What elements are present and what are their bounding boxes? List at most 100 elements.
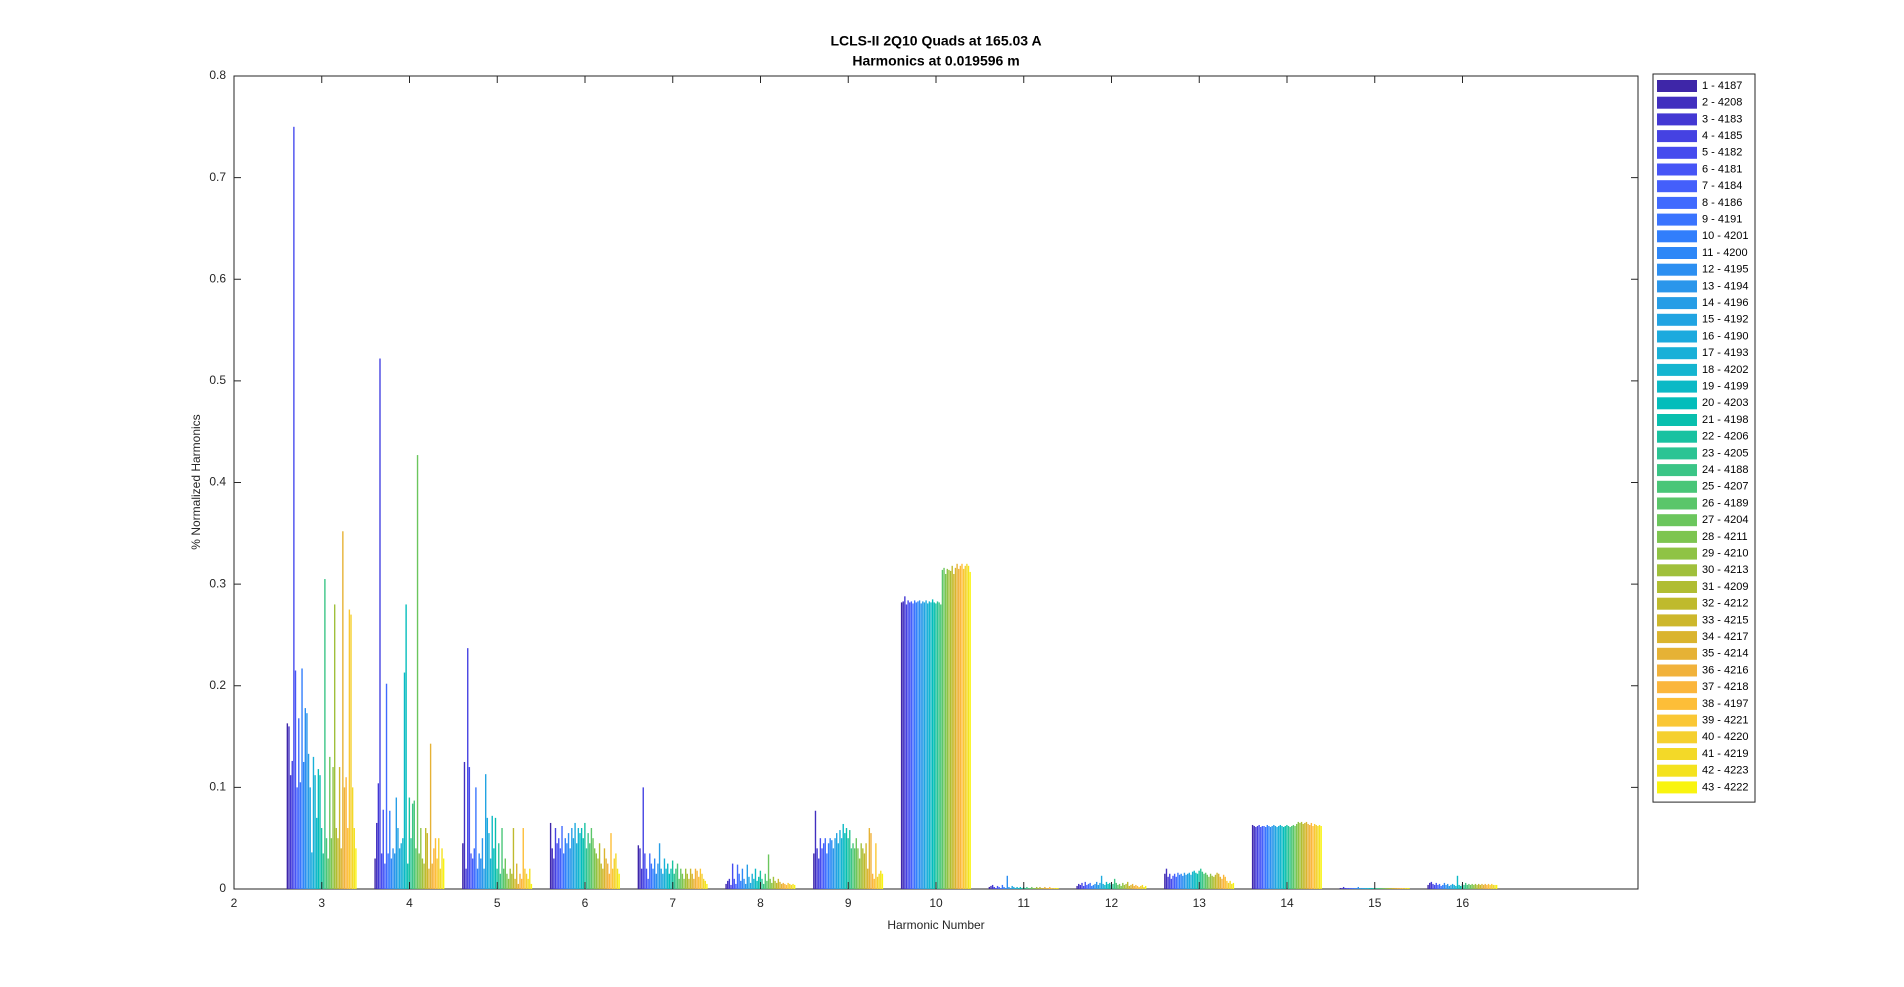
bar bbox=[1455, 885, 1457, 889]
bar bbox=[380, 853, 383, 889]
bar bbox=[1305, 821, 1308, 889]
bar bbox=[1364, 887, 1366, 889]
bar bbox=[1169, 873, 1171, 889]
bar bbox=[398, 848, 401, 889]
bar bbox=[1282, 827, 1285, 889]
legend-label: 14 - 4196 bbox=[1702, 297, 1748, 309]
bar bbox=[780, 883, 783, 889]
bar bbox=[1429, 882, 1431, 889]
bar bbox=[819, 838, 822, 889]
bar bbox=[748, 876, 750, 889]
bar bbox=[881, 873, 884, 889]
bar bbox=[501, 828, 503, 889]
bar bbox=[1291, 825, 1293, 889]
bar bbox=[1375, 887, 1377, 889]
bar bbox=[680, 868, 682, 889]
bar bbox=[862, 848, 864, 889]
bar bbox=[1258, 824, 1260, 889]
bar bbox=[1458, 884, 1460, 889]
bar bbox=[1355, 887, 1358, 889]
legend-swatch bbox=[1657, 363, 1697, 376]
bar bbox=[438, 838, 440, 889]
bar bbox=[1450, 884, 1452, 889]
bar bbox=[1408, 887, 1410, 889]
bar bbox=[1097, 884, 1100, 889]
bar bbox=[1185, 874, 1187, 889]
bar bbox=[728, 878, 731, 889]
bar bbox=[668, 873, 671, 889]
bar bbox=[298, 718, 300, 889]
bar bbox=[927, 603, 929, 889]
bar bbox=[1109, 882, 1111, 889]
legend-swatch bbox=[1657, 146, 1697, 159]
bar bbox=[907, 600, 909, 889]
bar bbox=[506, 873, 508, 889]
bar bbox=[329, 756, 331, 889]
x-tick-label: 4 bbox=[406, 896, 413, 910]
bar bbox=[1026, 886, 1028, 889]
bar bbox=[962, 568, 965, 889]
bar bbox=[616, 868, 619, 889]
legend-swatch bbox=[1657, 347, 1697, 360]
bar bbox=[699, 868, 702, 889]
legend-label: 27 - 4204 bbox=[1702, 514, 1748, 526]
bar bbox=[1453, 884, 1455, 889]
bar bbox=[959, 565, 962, 889]
bar bbox=[1352, 887, 1355, 889]
legend-swatch bbox=[1657, 113, 1697, 126]
bar bbox=[351, 787, 354, 889]
bar bbox=[993, 886, 995, 889]
bar bbox=[1445, 884, 1447, 889]
bar bbox=[1079, 884, 1082, 889]
bar bbox=[1167, 876, 1169, 889]
bar bbox=[1211, 875, 1213, 889]
bar bbox=[1195, 872, 1197, 889]
bar bbox=[433, 848, 435, 889]
bar bbox=[428, 868, 430, 889]
bar bbox=[735, 883, 737, 889]
bar bbox=[1481, 883, 1483, 889]
bar bbox=[1003, 886, 1005, 889]
legend-swatch bbox=[1657, 464, 1697, 477]
bar bbox=[1287, 825, 1290, 889]
legend-label: 28 - 4211 bbox=[1702, 531, 1748, 543]
legend-label: 26 - 4189 bbox=[1702, 497, 1748, 509]
x-axis-label: Harmonic Number bbox=[887, 918, 984, 932]
bar bbox=[844, 833, 846, 889]
bar bbox=[792, 883, 794, 889]
bar bbox=[1221, 878, 1223, 889]
bar bbox=[1437, 884, 1439, 889]
bar bbox=[1432, 883, 1434, 889]
legend-label: 34 - 4217 bbox=[1702, 631, 1748, 643]
bar bbox=[1107, 883, 1109, 889]
bar bbox=[1339, 887, 1342, 889]
bar bbox=[676, 863, 679, 889]
bar bbox=[333, 604, 336, 889]
bar bbox=[572, 838, 575, 889]
bar bbox=[320, 828, 323, 889]
bar bbox=[645, 868, 648, 889]
bar bbox=[1313, 823, 1316, 889]
bar bbox=[1372, 887, 1374, 889]
bar bbox=[1341, 887, 1343, 889]
bar bbox=[291, 760, 293, 889]
bar bbox=[1136, 885, 1139, 889]
bar bbox=[753, 878, 755, 889]
bar bbox=[658, 843, 661, 889]
bar bbox=[855, 838, 857, 889]
bar bbox=[920, 603, 922, 889]
bar bbox=[1299, 822, 1301, 889]
y-tick-label: 0.7 bbox=[209, 170, 226, 184]
bar bbox=[337, 838, 339, 889]
bar bbox=[1231, 883, 1233, 889]
bar bbox=[696, 870, 698, 889]
bar bbox=[818, 858, 820, 889]
bar bbox=[1227, 882, 1230, 889]
bar bbox=[499, 873, 502, 889]
bar bbox=[1099, 882, 1101, 889]
bar bbox=[1495, 884, 1498, 889]
bar bbox=[1045, 887, 1048, 889]
bar bbox=[1276, 827, 1278, 889]
bar bbox=[1052, 887, 1054, 889]
bar bbox=[353, 828, 355, 889]
